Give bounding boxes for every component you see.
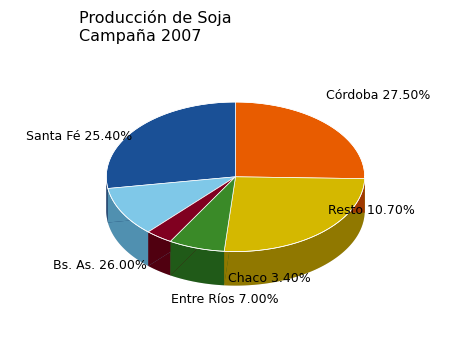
Polygon shape [106, 177, 365, 286]
Polygon shape [148, 177, 236, 266]
Polygon shape [148, 177, 236, 241]
Polygon shape [106, 177, 108, 222]
Polygon shape [236, 177, 365, 213]
Polygon shape [106, 102, 236, 188]
Text: Córdoba 27.50%: Córdoba 27.50% [326, 89, 430, 102]
Polygon shape [108, 177, 236, 222]
Text: Bs. As. 26.00%: Bs. As. 26.00% [53, 259, 146, 272]
Polygon shape [224, 177, 236, 285]
Polygon shape [171, 241, 224, 285]
Polygon shape [171, 177, 236, 251]
Polygon shape [108, 188, 148, 266]
Polygon shape [108, 177, 236, 232]
Text: Santa Fé 25.40%: Santa Fé 25.40% [26, 130, 132, 142]
Polygon shape [224, 177, 365, 252]
Polygon shape [171, 177, 236, 275]
Text: Entre Ríos 7.00%: Entre Ríos 7.00% [171, 293, 279, 306]
Polygon shape [171, 177, 236, 275]
Polygon shape [224, 179, 365, 286]
Polygon shape [236, 102, 365, 179]
Text: Resto 10.70%: Resto 10.70% [328, 204, 415, 217]
Polygon shape [148, 232, 171, 275]
Text: Chaco 3.40%: Chaco 3.40% [228, 272, 311, 285]
Text: Producción de Soja
Campaña 2007: Producción de Soja Campaña 2007 [79, 10, 232, 44]
Polygon shape [148, 177, 236, 266]
Polygon shape [224, 177, 236, 285]
Polygon shape [108, 177, 236, 222]
Polygon shape [236, 177, 365, 213]
